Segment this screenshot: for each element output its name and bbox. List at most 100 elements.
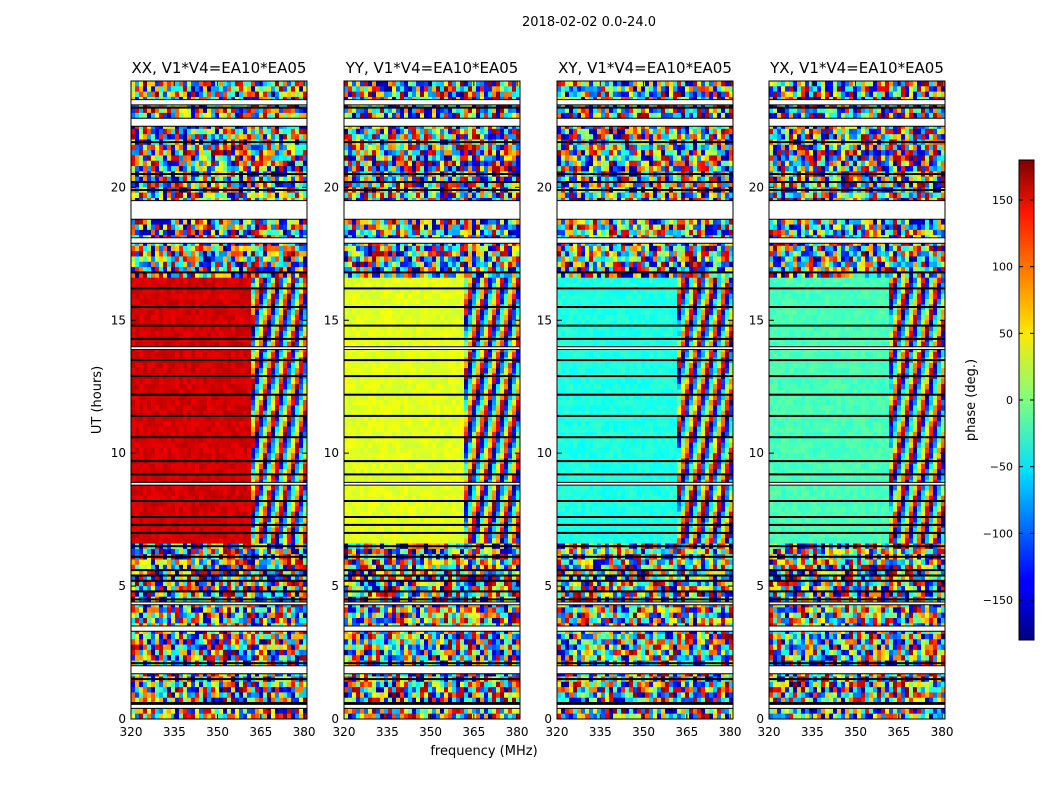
heatmap-cell	[211, 426, 216, 433]
heatmap-cell	[299, 293, 304, 300]
heatmap-cell	[287, 442, 292, 449]
heatmap-cell	[291, 384, 296, 390]
heatmap-cell	[171, 192, 176, 199]
heatmap-cell	[155, 325, 160, 332]
heatmap-cell	[235, 559, 240, 566]
heatmap-cell	[263, 283, 268, 289]
heatmap-cell	[251, 378, 256, 385]
heatmap-cell	[303, 495, 307, 502]
heatmap-cell	[223, 649, 228, 656]
heatmap-cell	[267, 649, 272, 656]
heatmap-cell	[199, 511, 204, 518]
heatmap-cell	[223, 644, 228, 651]
heatmap-cell	[171, 256, 176, 263]
heatmap-cell	[283, 564, 288, 571]
heatmap-cell	[199, 107, 204, 114]
heatmap-cell	[171, 639, 176, 646]
heatmap-cell	[283, 261, 288, 268]
heatmap-cell	[171, 633, 176, 640]
heatmap-cell	[235, 112, 240, 119]
heatmap-cell	[223, 532, 228, 539]
heatmap-cell	[271, 426, 276, 433]
heatmap-cell	[291, 293, 296, 300]
heatmap-cell	[179, 527, 184, 534]
heatmap-cell	[135, 564, 140, 571]
heatmap-cell	[171, 548, 176, 555]
heatmap-cell	[235, 437, 240, 444]
heatmap-cell	[143, 649, 148, 656]
heatmap-cell	[191, 559, 196, 566]
heatmap-cell	[143, 410, 148, 417]
heatmap-cell	[295, 341, 300, 348]
heatmap-cell	[147, 463, 152, 470]
heatmap-cell	[251, 485, 256, 491]
heatmap-cell	[151, 431, 156, 438]
heatmap-cell	[151, 495, 156, 502]
heatmap-cell	[275, 176, 280, 183]
heatmap-cell	[199, 405, 204, 412]
heatmap-cell	[295, 86, 300, 93]
heatmap-cell	[171, 219, 176, 226]
heatmap-cell	[223, 251, 228, 257]
heatmap-cell	[131, 394, 136, 401]
heatmap-cell	[191, 314, 196, 321]
heatmap-cell	[267, 442, 272, 449]
heatmap-cell	[139, 283, 144, 289]
heatmap-cell	[223, 219, 228, 226]
heatmap-cell	[271, 277, 276, 284]
heatmap-cell	[227, 267, 232, 273]
heatmap-cell	[135, 362, 140, 369]
heatmap-cell	[263, 511, 268, 518]
heatmap-cell	[263, 309, 268, 316]
heatmap-cell	[163, 649, 168, 656]
heatmap-cell	[255, 474, 260, 481]
heatmap-cell	[171, 128, 176, 135]
heatmap-cell	[207, 298, 212, 305]
heatmap-cell	[187, 160, 192, 167]
heatmap-cell	[247, 400, 252, 406]
heatmap-cell	[283, 527, 288, 534]
heatmap-cell	[191, 293, 196, 300]
heatmap-cell	[235, 474, 240, 481]
heatmap-cell	[143, 309, 148, 316]
heatmap-cell	[187, 251, 192, 257]
heatmap-cell	[167, 224, 172, 231]
heatmap-cell	[231, 229, 236, 236]
heatmap-cell	[287, 288, 292, 295]
heatmap-cell	[135, 166, 140, 172]
heatmap-cell	[283, 320, 288, 327]
heatmap-cell	[191, 431, 196, 438]
heatmap-cell	[303, 532, 307, 539]
heatmap-cell	[223, 224, 228, 231]
heatmap-cell	[271, 415, 276, 422]
heatmap-cell	[219, 575, 224, 582]
heatmap-cell	[251, 516, 256, 523]
heatmap-cell	[163, 293, 168, 300]
heatmap-cell	[151, 639, 156, 646]
heatmap-cell	[183, 166, 188, 172]
heatmap-cell	[147, 155, 152, 162]
heatmap-cell	[303, 298, 307, 305]
heatmap-cell	[275, 293, 280, 300]
heatmap-cell	[143, 389, 148, 396]
heatmap-cell	[151, 91, 156, 98]
heatmap-cell	[235, 501, 240, 507]
heatmap-cell	[131, 538, 136, 545]
heatmap-cell	[299, 166, 304, 172]
heatmap-cell	[267, 426, 272, 433]
heatmap-cell	[159, 112, 164, 119]
heatmap-cell	[179, 410, 184, 417]
heatmap-cell	[191, 325, 196, 332]
heatmap-cell	[163, 447, 168, 454]
heatmap-cell	[139, 405, 144, 412]
heatmap-cell	[207, 325, 212, 332]
heatmap-cell	[295, 532, 300, 539]
heatmap-cell	[231, 144, 236, 151]
heatmap-cell	[251, 341, 256, 348]
heatmap-cell	[239, 314, 244, 321]
heatmap-cell	[303, 474, 307, 481]
heatmap-cell	[151, 182, 156, 188]
heatmap-cell	[191, 437, 196, 444]
heatmap-cell	[239, 107, 244, 114]
heatmap-cell	[215, 112, 220, 119]
